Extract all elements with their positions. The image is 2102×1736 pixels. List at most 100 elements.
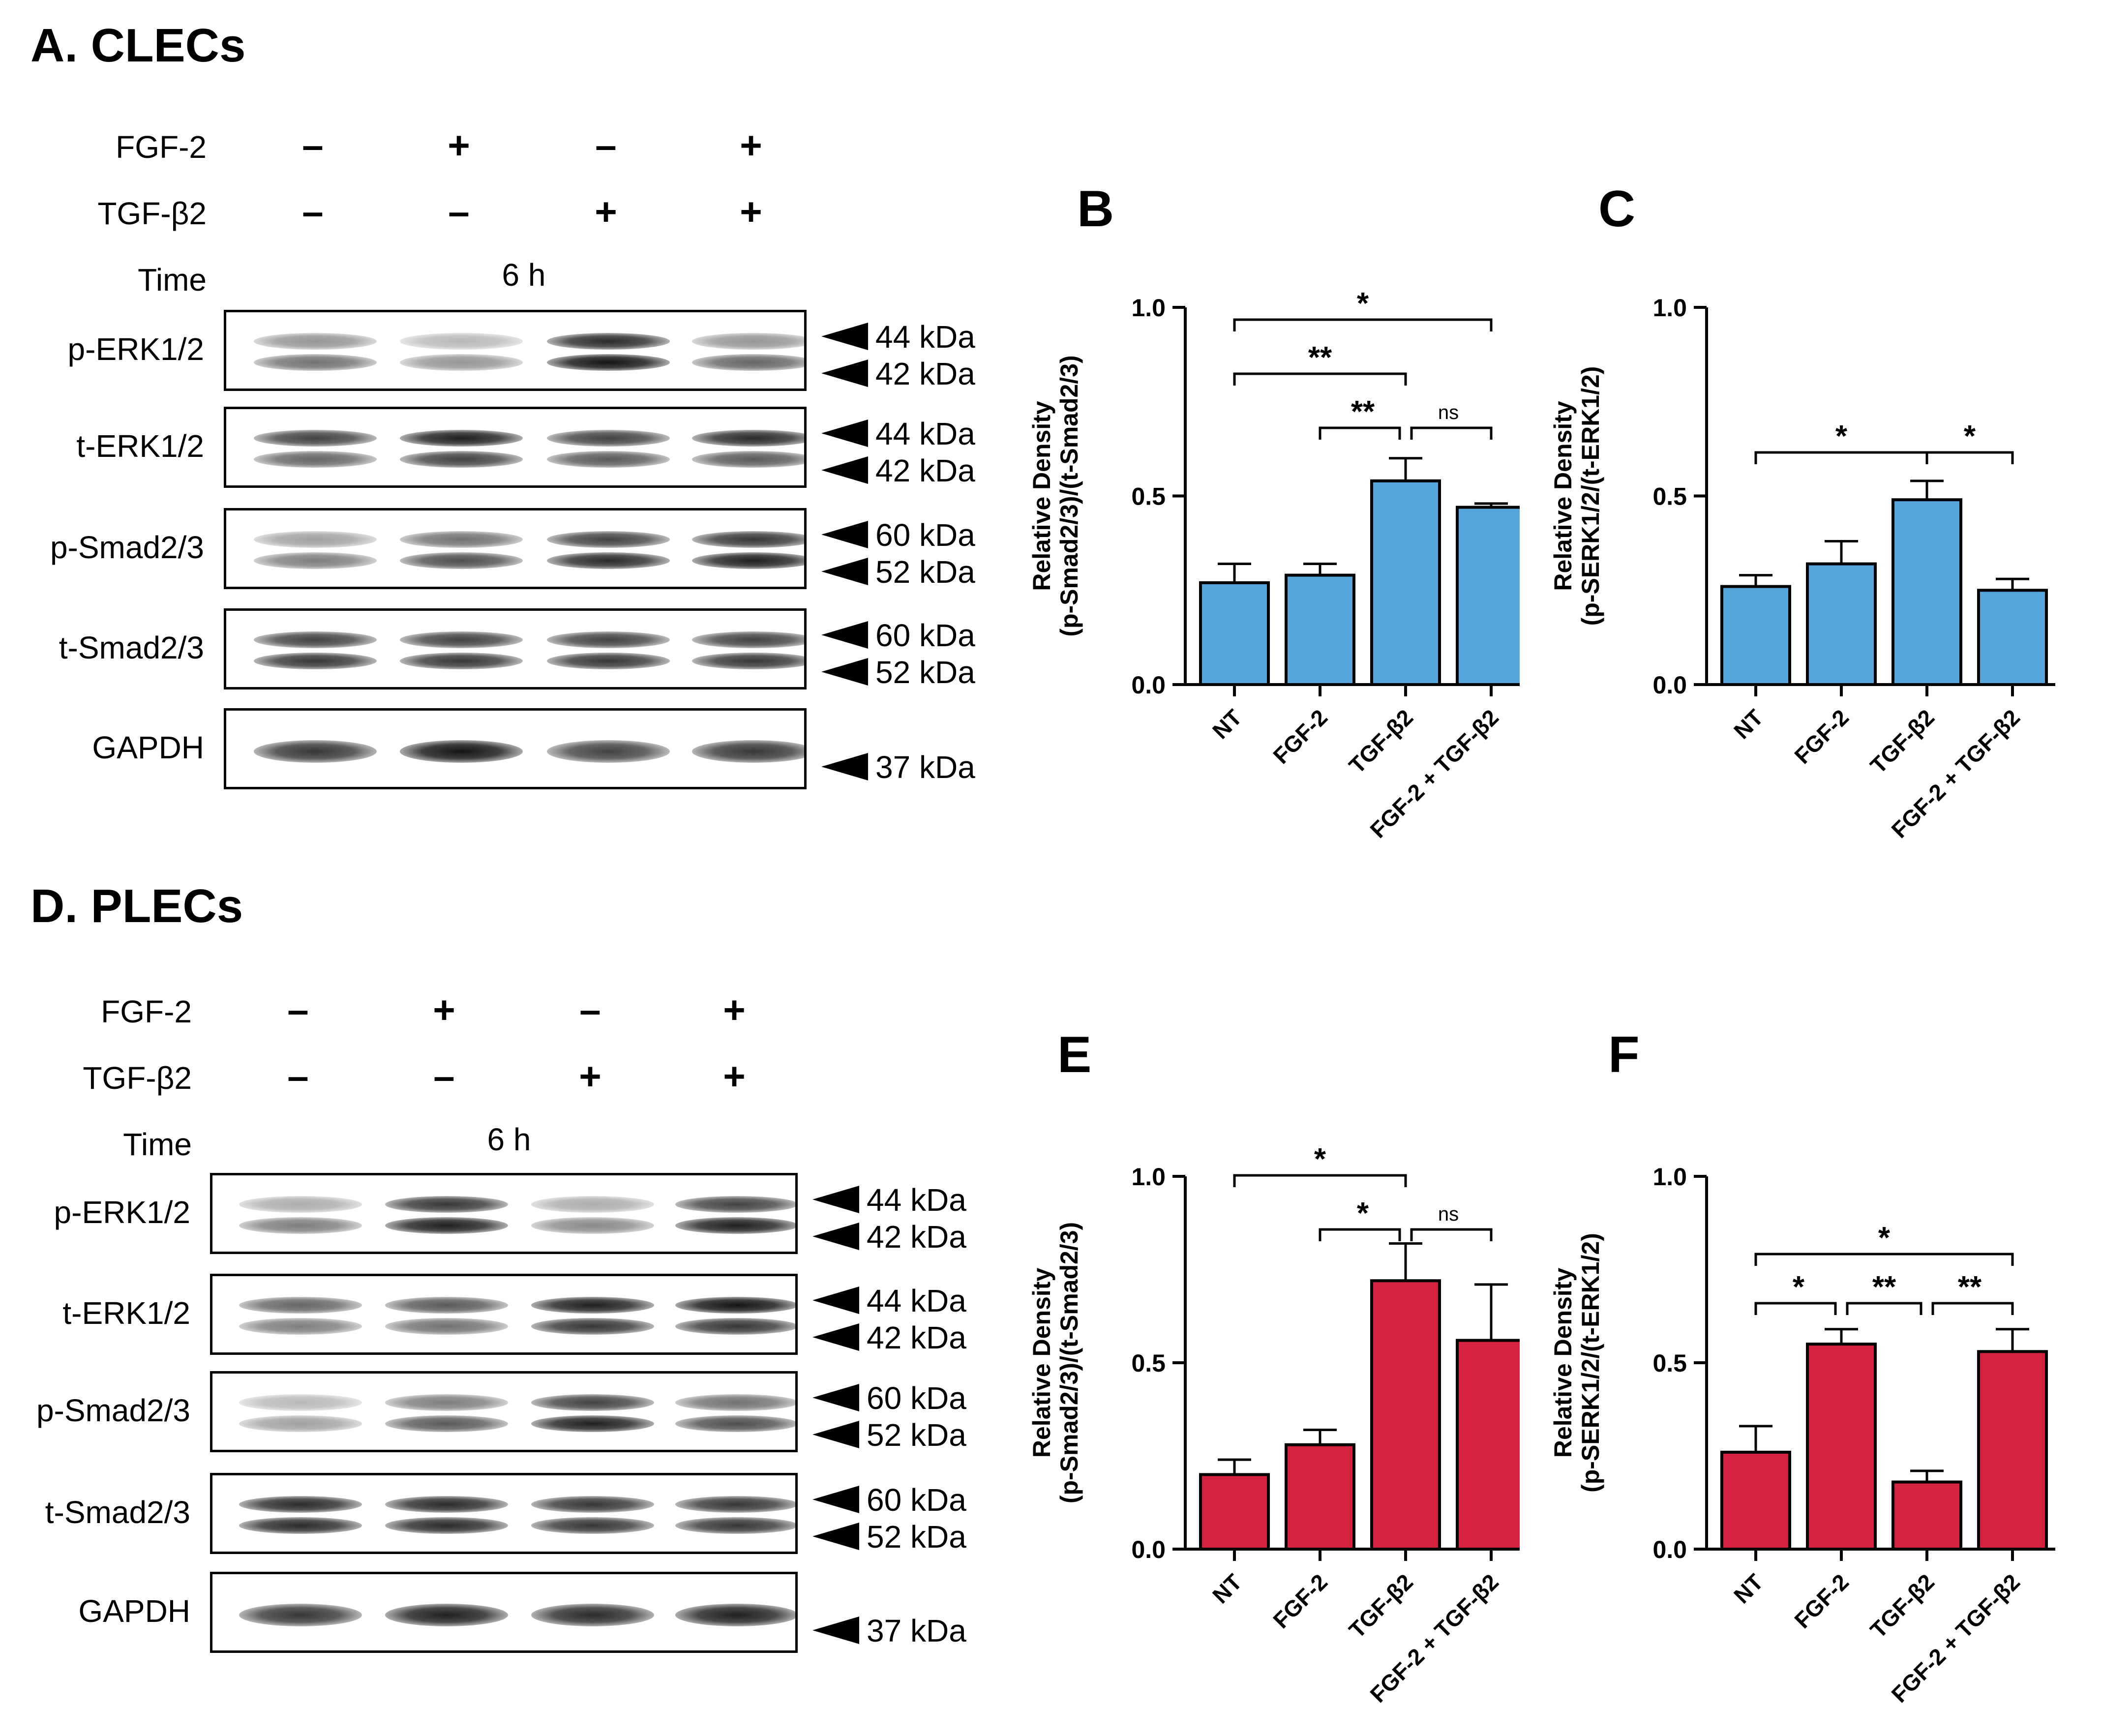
molecular-weight-label: 42 kDa [875, 356, 975, 391]
blot-band [547, 740, 670, 763]
blot-band [239, 1297, 362, 1314]
significance-bracket [1410, 426, 1493, 440]
blot-band [385, 1496, 508, 1513]
y-tick-label: 0.0 [1131, 671, 1166, 699]
molecular-weight-label: 42 kDa [867, 1219, 966, 1255]
molecular-weight-label: 52 kDa [867, 1417, 966, 1453]
significance-label: ** [1872, 1270, 1896, 1304]
significance-bracket [1925, 451, 2014, 464]
arrowhead-icon [812, 1287, 859, 1314]
blot-band [400, 333, 523, 350]
condition-label: TGF-β2 [83, 1060, 192, 1096]
plus-symbol: + [579, 1054, 601, 1098]
significance-bracket [1754, 1253, 2014, 1266]
time-value: 6 h [502, 257, 546, 293]
blot-band [531, 1603, 654, 1626]
blot-band [547, 333, 670, 350]
significance-bracket [1233, 372, 1407, 386]
bar [1806, 1343, 1877, 1551]
blot-band [675, 1603, 795, 1626]
blot-band [675, 1496, 795, 1513]
significance-label: * [1357, 1197, 1369, 1230]
time-value: 6 h [487, 1122, 531, 1157]
minus-symbol: – [302, 123, 324, 167]
molecular-weight-label: 60 kDa [875, 618, 975, 653]
chart-e: E 0.0 0.5 1.0 Relative Density (p-Smad2/3)/(t… [1028, 1026, 1520, 1707]
blot-band [254, 531, 377, 548]
significance-bracket [1233, 318, 1493, 331]
bar [1977, 589, 2048, 686]
blot-image [210, 1473, 798, 1554]
y-tick-label: 0.0 [1652, 671, 1687, 699]
y-tick-label: 0.5 [1652, 1349, 1687, 1377]
blot-band [400, 653, 523, 670]
significance-label: * [1314, 1142, 1326, 1176]
x-tick-label: TGF-β2 [1865, 704, 1939, 778]
y-tick-label: 1.0 [1652, 294, 1687, 322]
y-axis-label: Relative Density (p-SERK1/2/(t-ERK1/2) [1549, 366, 1604, 626]
y-tick-label: 0.5 [1131, 1349, 1166, 1377]
blot-band [675, 1297, 795, 1314]
panel-d-title: D. PLECs [30, 880, 243, 932]
blot-band [385, 1603, 508, 1626]
y-tick-label: 0.5 [1652, 483, 1687, 510]
molecular-weight-label: 44 kDa [875, 416, 975, 451]
molecular-weight-label: 60 kDa [875, 517, 975, 553]
blot-band [547, 430, 670, 447]
significance-bracket [1233, 1174, 1407, 1187]
molecular-weight-label: 44 kDa [867, 1283, 966, 1318]
blot-image [224, 310, 807, 391]
blot-band [385, 1318, 508, 1335]
significance-label: ** [1351, 395, 1375, 429]
blot-image [224, 508, 807, 589]
blot-row-label: p-ERK1/2 [67, 331, 204, 367]
blot-band [531, 1517, 654, 1534]
significance-bracket [1754, 1302, 1837, 1315]
significance-label: * [1357, 287, 1369, 321]
blot-band [547, 552, 670, 569]
chart-b: B 0.0 0.5 1.0 Relative Density (p-Smad2/3)/(t… [1028, 180, 1520, 843]
significance-bracket [1319, 1228, 1401, 1241]
blot-band [675, 1517, 795, 1534]
plus-symbol: + [723, 1054, 746, 1098]
blot-band [239, 1415, 362, 1433]
significance-label: ** [1308, 341, 1332, 375]
blot-band [385, 1217, 508, 1234]
plus-symbol: + [740, 123, 762, 167]
significance-bracket [1846, 1302, 1922, 1315]
minus-symbol: – [448, 190, 470, 233]
arrowhead-icon [821, 752, 868, 780]
minus-symbol: – [579, 988, 601, 1031]
arrowhead-icon [812, 1223, 859, 1250]
plus-symbol: + [740, 190, 762, 233]
blot-band [675, 1415, 795, 1433]
y-axis-label-line: (p-Smad2/3)/(t-Smad2/3) [1055, 355, 1083, 636]
blot-band [400, 740, 523, 763]
blot-image [224, 407, 807, 488]
blot-image [210, 1572, 798, 1653]
y-axis-label: Relative Density (p-Smad2/3)/(t-Smad2/3) [1028, 1222, 1083, 1503]
y-tick-label: 1.0 [1131, 1163, 1166, 1191]
minus-symbol: – [287, 988, 309, 1031]
blot-band [385, 1394, 508, 1411]
arrowhead-icon [821, 658, 868, 686]
blot-band [531, 1297, 654, 1314]
significance-bracket [1410, 1228, 1493, 1241]
blot-band [385, 1415, 508, 1433]
bar [1892, 498, 1962, 686]
blot-band [547, 653, 670, 670]
blot-band [531, 1318, 654, 1335]
blot-band [531, 1496, 654, 1513]
molecular-weight-label: 44 kDa [867, 1182, 966, 1218]
significance-bracket [1754, 451, 1928, 464]
bar [1285, 1443, 1355, 1551]
blot-band [675, 1196, 795, 1213]
blot-band [400, 631, 523, 649]
y-axis-label-line: Relative Density [1028, 401, 1055, 591]
blot-band [254, 631, 377, 649]
bar [1892, 1480, 1962, 1551]
bar [1370, 479, 1441, 686]
condition-label: FGF-2 [116, 129, 207, 165]
molecular-weight-label: 37 kDa [875, 749, 975, 785]
arrowhead-icon [821, 456, 868, 484]
